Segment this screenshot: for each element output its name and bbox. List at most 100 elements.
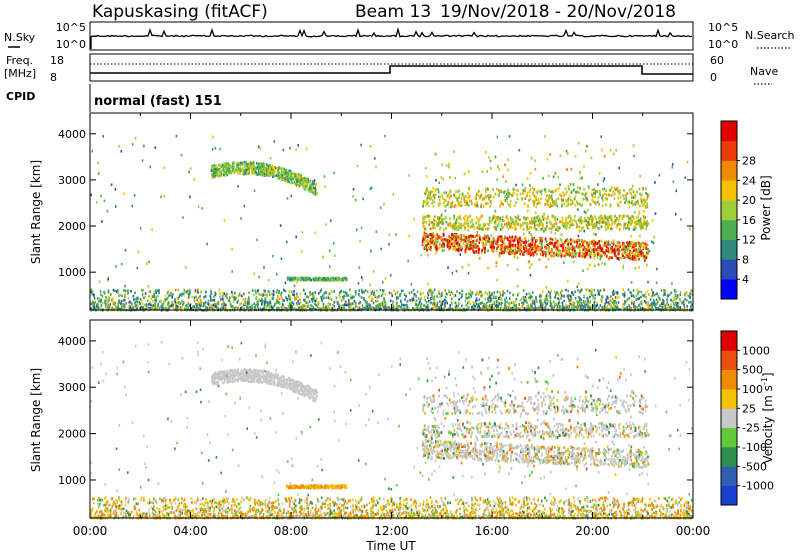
power-data-cell — [666, 300, 668, 304]
power-data-cell — [508, 297, 511, 300]
power-data-cell — [565, 303, 568, 307]
power-data-cell — [179, 302, 182, 305]
power-data-cell — [550, 303, 553, 307]
power-data-cell — [523, 307, 526, 310]
power-data-cell — [253, 164, 255, 167]
power-data-cell — [308, 307, 311, 311]
power-data-cell — [275, 174, 277, 177]
power-data-cell — [271, 167, 273, 170]
power-data-cell — [613, 305, 616, 308]
power-data-cell — [244, 163, 247, 166]
power-data-cell — [290, 290, 293, 293]
power-data-cell — [265, 167, 268, 171]
power-data-cell — [626, 305, 628, 309]
power-data-cell — [231, 162, 234, 166]
power-data-cell — [546, 302, 548, 305]
power-data-cell — [270, 292, 273, 296]
power-data-cell — [178, 295, 181, 299]
power-data-cell — [393, 289, 395, 292]
power-data-cell — [664, 289, 667, 293]
power-data-cell — [402, 303, 405, 307]
power-data-cell — [539, 308, 542, 311]
power-data-cell — [496, 299, 499, 303]
power-data-cell — [242, 170, 245, 174]
power-data-cell — [471, 306, 473, 309]
power-data-cell — [568, 294, 571, 297]
power-data-cell — [212, 169, 214, 172]
power-data-cell — [135, 303, 138, 307]
power-data-cell — [111, 306, 113, 310]
power-data-cell — [331, 279, 334, 282]
power-data-cell — [233, 169, 236, 173]
power-data-cell — [659, 304, 661, 307]
power-data-cell — [690, 305, 692, 309]
power-data-cell — [93, 297, 96, 300]
power-data-cell — [128, 305, 130, 309]
power-data-cell — [394, 292, 397, 296]
power-data-cell — [92, 303, 94, 307]
power-data-cell — [468, 292, 470, 296]
power-data-cell — [487, 300, 489, 303]
power-data-cell — [265, 293, 267, 297]
power-data-cell — [340, 304, 342, 308]
power-data-cell — [325, 291, 327, 295]
nave-tick-bottom: 0 — [710, 71, 717, 84]
power-data-cell — [109, 306, 112, 310]
power-data-cell — [577, 304, 579, 308]
power-data-cell — [534, 305, 537, 308]
power-data-cell — [273, 173, 275, 176]
power-data-cell — [113, 301, 116, 304]
power-data-cell — [376, 289, 378, 292]
power-data-cell — [382, 292, 384, 295]
power-data-cell — [676, 295, 678, 299]
power-data-cell — [485, 301, 488, 305]
power-data-cell — [290, 301, 293, 304]
power-data-cell — [90, 288, 93, 292]
power-data-cell — [200, 290, 202, 294]
power-data-cell — [203, 296, 205, 299]
power-data-cell — [271, 164, 274, 168]
power-data-cell — [509, 306, 512, 310]
power-data-cell — [186, 306, 188, 310]
power-data-cell — [323, 276, 326, 280]
power-data-cell — [93, 303, 95, 307]
power-data-cell — [262, 307, 264, 311]
power-data-cell — [239, 294, 241, 297]
power-data-cell — [584, 302, 586, 306]
power-data-cell — [204, 300, 207, 304]
power-data-cell — [104, 299, 107, 303]
power-data-cell — [444, 289, 447, 292]
power-data-cell — [211, 307, 213, 311]
power-data-cell — [488, 295, 491, 299]
power-data-cell — [653, 293, 656, 297]
power-data-cell — [506, 306, 509, 310]
power-data-cell — [201, 305, 203, 308]
power-data-cell — [211, 173, 213, 176]
power-data-cell — [310, 298, 313, 301]
power-data-cell — [223, 302, 225, 306]
power-data-cell — [278, 171, 280, 174]
power-data-cell — [637, 297, 639, 301]
power-data-cell — [638, 297, 640, 300]
power-data-cell — [122, 304, 125, 308]
power-data-cell — [434, 308, 436, 311]
power-data-cell — [360, 288, 363, 292]
power-data-cell — [579, 304, 581, 307]
power-data-cell — [530, 303, 532, 306]
power-data-cell — [287, 175, 290, 179]
power-data-cell — [107, 289, 110, 293]
power-data-cell — [287, 179, 290, 183]
power-data-cell — [640, 290, 642, 294]
power-data-cell — [623, 303, 626, 306]
power-data-cell — [578, 300, 581, 304]
power-data-cell — [189, 289, 191, 292]
power-data-cell — [631, 301, 633, 305]
power-data-cell — [370, 291, 373, 295]
power-data-cell — [631, 300, 633, 303]
power-data-cell — [376, 300, 379, 303]
power-data-cell — [219, 292, 221, 295]
power-data-cell — [93, 293, 95, 297]
power-data-cell — [522, 295, 525, 299]
power-data-cell — [663, 291, 666, 294]
power-data-cell — [329, 297, 331, 301]
